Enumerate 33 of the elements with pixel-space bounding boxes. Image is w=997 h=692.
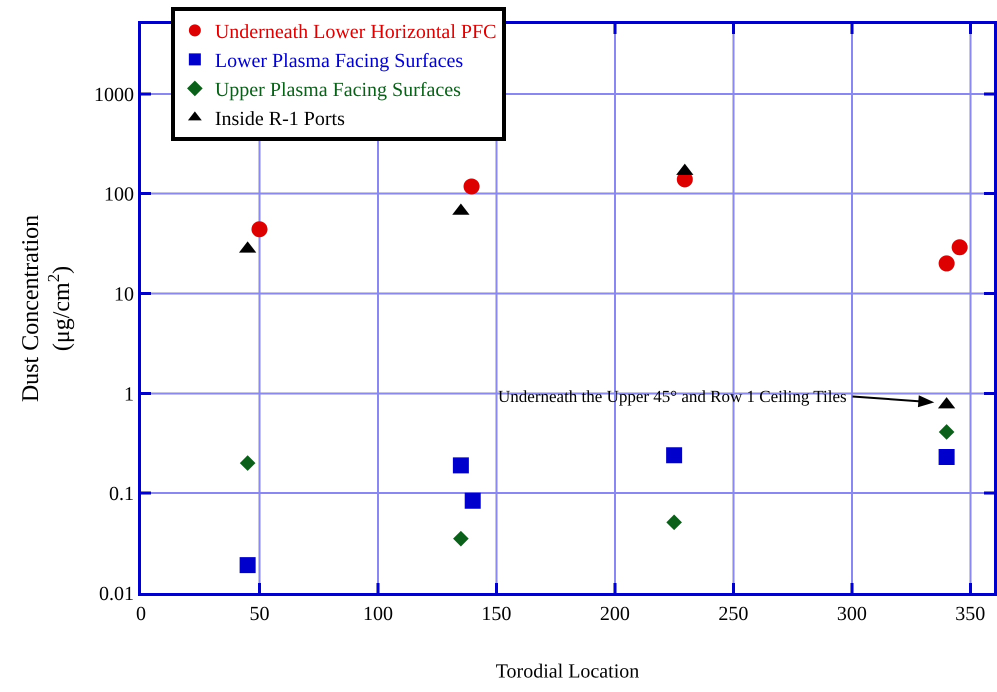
legend-label: Upper Plasma Facing Surfaces [214,79,462,102]
point [240,557,256,574]
y-tick-label: 0.1 [109,483,134,506]
x-axis-title: Torodial Location [496,660,640,682]
annotation: Underneath the Upper 45° and Row 1 Ceiling Tiles [498,387,847,406]
point [952,239,968,256]
point [453,530,469,546]
x-tick-label: 0 [136,603,146,625]
y-tick-label: 0.01 [99,583,134,605]
point [251,221,268,238]
y-tick-label: 10 [114,283,134,306]
x-tick-label: 150 [481,603,512,625]
point [666,514,682,530]
point [452,457,469,474]
point [464,178,480,194]
point [938,449,955,466]
y-tick-label: 100 [104,184,134,206]
x-tick-label: 350 [955,603,986,625]
point [666,447,682,464]
x-tick-label: 300 [836,603,867,625]
x-tick-label: 250 [718,603,748,625]
y-tick-label: 1 [124,383,134,406]
x-tick-label: 50 [249,603,270,625]
point [240,455,256,471]
x-tick-label: 200 [600,603,630,625]
point [938,255,955,272]
legend-label: Inside R-1 Ports [214,108,346,130]
legend-label: Lower Plasma Facing Surfaces [214,50,464,72]
legend-label: Underneath Lower Horizontal PFC [214,21,496,44]
y-tick-label: 1000 [94,84,134,106]
x-tick-label: 100 [362,603,393,625]
point [938,424,954,440]
point [464,492,481,509]
